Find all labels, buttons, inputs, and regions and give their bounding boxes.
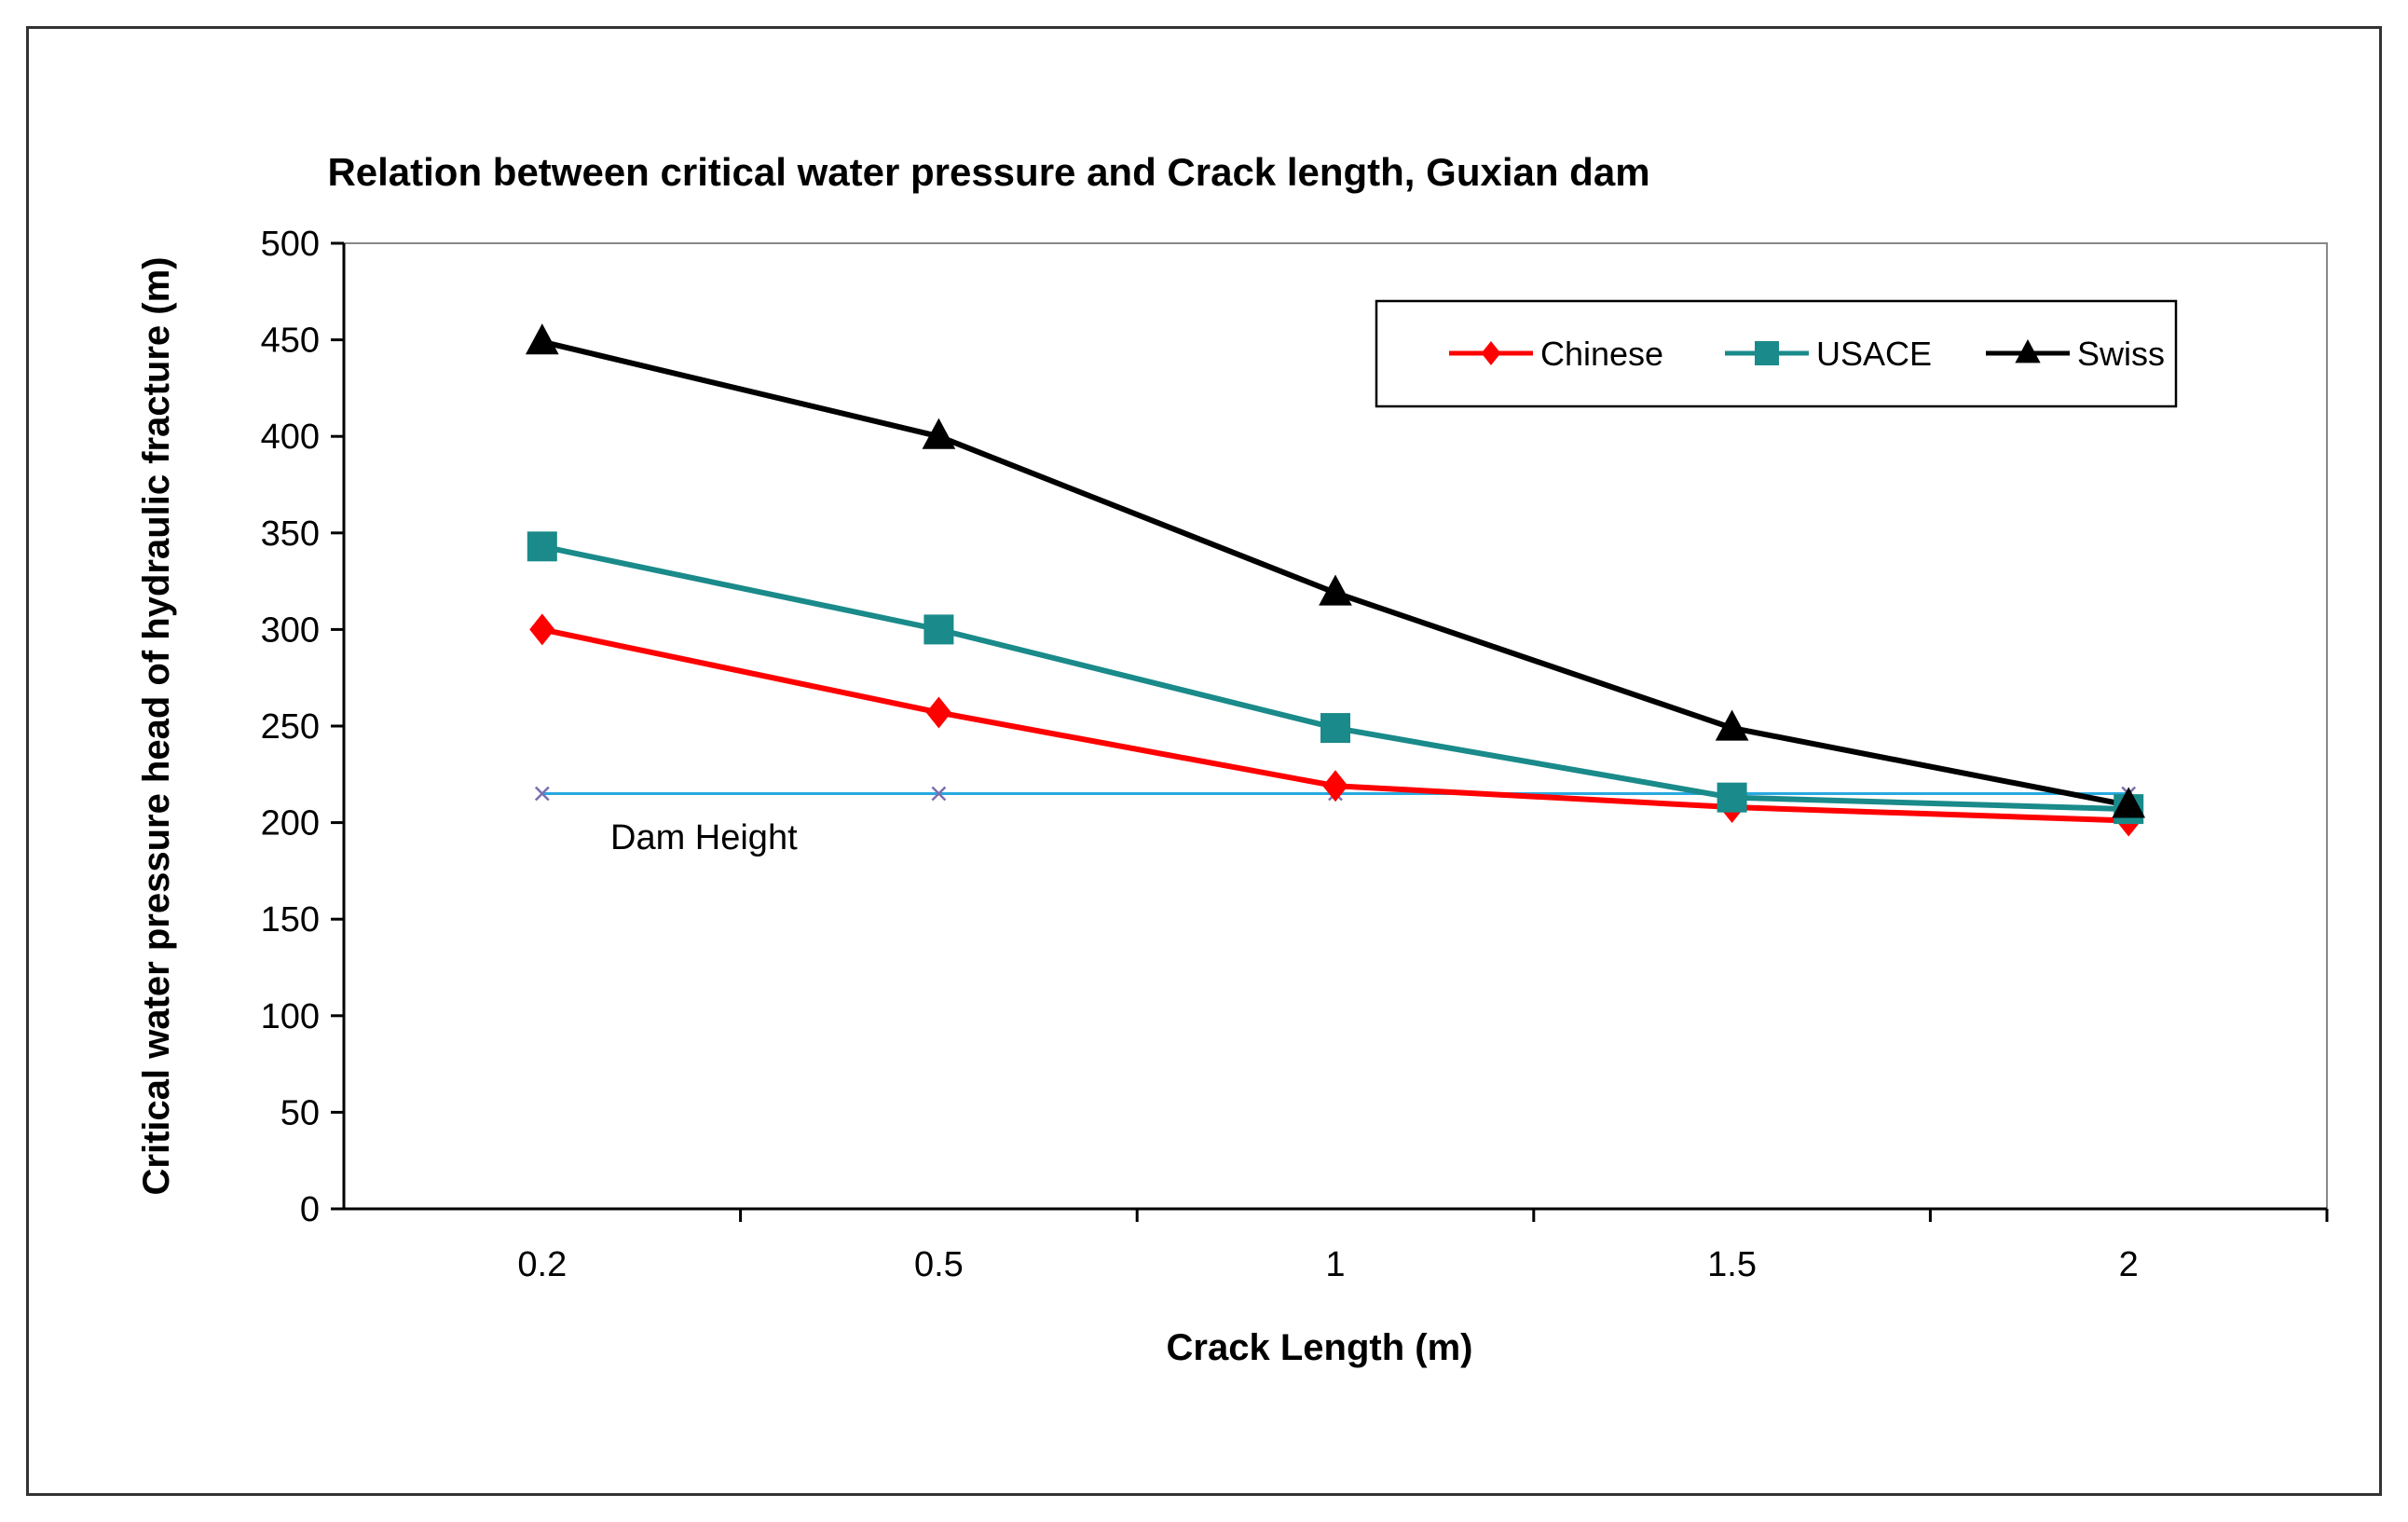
y-tick-label: 50 <box>280 1093 320 1132</box>
data-point-chinese <box>1322 770 1348 802</box>
legend-marker <box>1481 341 1501 365</box>
y-axis-title: Critical water pressure head of hydrauli… <box>136 257 177 1196</box>
y-tick-label: 100 <box>261 997 320 1036</box>
legend-label: Chinese <box>1540 335 1663 373</box>
y-ticks: 0 50 100 150 200 250 300 350 400 450 500 <box>261 225 344 1229</box>
legend-label: USACE <box>1816 335 1932 373</box>
data-point-usace <box>527 531 557 562</box>
legend-item-chinese: Chinese <box>1449 335 1663 373</box>
data-point-swiss <box>525 323 559 355</box>
legend-marker <box>1755 341 1779 365</box>
data-point-swiss <box>1715 709 1749 741</box>
x-axis-title: Crack Length (m) <box>1167 1327 1473 1368</box>
y-tick-label: 350 <box>261 514 320 554</box>
data-point-usace <box>1320 713 1350 744</box>
x-tick-label: 1 <box>1325 1245 1345 1284</box>
y-tick-label: 400 <box>261 418 320 457</box>
x-tick-label: 0.5 <box>914 1245 964 1284</box>
y-tick-label: 450 <box>261 322 320 361</box>
x-tick-label: 0.2 <box>517 1245 567 1284</box>
legend-marker <box>2015 339 2041 363</box>
series-markers <box>525 323 2146 837</box>
data-point-dam-height <box>931 786 947 802</box>
x-ticks: 0.2 0.5 1 1.5 2 <box>517 1209 2329 1284</box>
chart-title: Relation between critical water pressure… <box>327 150 1649 194</box>
y-tick-label: 250 <box>261 707 320 747</box>
data-point-chinese <box>529 613 555 646</box>
y-tick-label: 200 <box>261 804 320 843</box>
data-point-swiss <box>2112 787 2146 818</box>
data-point-usace <box>1717 782 1747 813</box>
data-point-chinese <box>925 696 951 729</box>
data-point-usace <box>924 614 954 645</box>
dam-height-label: Dam Height <box>610 818 798 857</box>
y-tick-label: 0 <box>300 1190 320 1229</box>
chart-svg: Relation between critical water pressure… <box>136 150 2329 1368</box>
y-tick-label: 500 <box>261 225 320 264</box>
x-tick-label: 2 <box>2119 1245 2139 1284</box>
x-tick-label: 1.5 <box>1707 1245 1757 1284</box>
data-point-swiss <box>922 418 956 449</box>
legend: Chinese USACE Swiss <box>1375 299 2178 408</box>
y-tick-label: 150 <box>261 900 320 939</box>
y-tick-label: 300 <box>261 610 320 650</box>
legend-item-swiss: Swiss <box>1986 335 2165 373</box>
data-point-dam-height <box>534 786 550 802</box>
chart-frame: Relation between critical water pressure… <box>26 26 2382 1496</box>
data-point-swiss <box>1319 574 1352 606</box>
legend-label: Swiss <box>2077 335 2165 373</box>
legend-item-usace: USACE <box>1725 335 1932 373</box>
